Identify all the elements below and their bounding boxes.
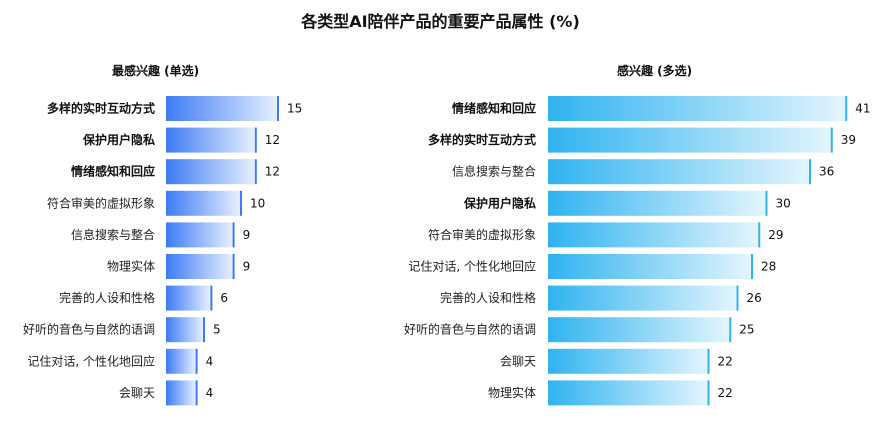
value-label: 25 [739,323,754,337]
value-label: 4 [206,386,214,400]
value-label: 6 [220,291,228,305]
bar-end-marker [210,285,213,311]
bar-end-marker [203,317,205,343]
category-label: 信息搜索与整合 [71,227,155,242]
right-chart: 情绪感知和回应 41 多样的实时互动方式 39 信息搜索与整合 36 保护用户隐私 30 符合审… [404,96,871,406]
bar-end-marker [765,190,768,216]
bar-end-marker [232,254,235,279]
value-label: 5 [213,323,221,337]
bar [548,380,708,406]
page-title: 各类型AI陪伴产品的重要产品属性 (%) [301,12,580,31]
bar-end-marker [254,127,257,153]
category-label: 符合审美的虚拟形象 [428,227,536,242]
value-label: 22 [718,354,733,368]
bar-end-marker [707,380,710,406]
value-label: 22 [718,386,733,400]
value-label: 39 [841,133,856,147]
category-label: 好听的音色与自然的语调 [23,322,155,337]
bar-end-marker [736,285,739,311]
left-chart-title: 最感兴趣 (单选) [112,64,200,78]
value-label: 30 [776,196,791,210]
category-label: 信息搜索与整合 [452,164,536,179]
category-label: 好听的音色与自然的语调 [404,322,536,337]
value-label: 12 [265,165,280,179]
category-label: 完善的人设和性格 [59,290,155,305]
bar [166,254,233,279]
value-label: 41 [855,102,870,116]
value-label: 4 [206,354,214,368]
bar [548,190,766,216]
category-label: 会聊天 [500,354,536,368]
category-label: 会聊天 [119,386,155,400]
bar [166,190,240,216]
bar [166,127,255,153]
bar-end-marker [729,317,732,343]
bar [548,285,737,311]
category-label: 物理实体 [107,259,155,274]
bar [166,285,211,311]
category-label: 情绪感知和回应 [452,101,536,116]
bar [166,159,255,185]
bar-end-marker [254,159,257,185]
bar [548,348,708,374]
bar-end-marker [845,96,848,121]
bar [166,222,233,248]
right-chart-title: 感兴趣 (多选) [617,64,693,78]
bar [548,127,831,153]
bar [548,222,759,248]
category-label: 记住对话, 个性化地回应 [27,353,155,368]
value-label: 9 [243,228,251,242]
category-label: 物理实体 [488,385,536,400]
value-label: 29 [768,228,783,242]
value-label: 10 [250,196,265,210]
bar [166,380,196,406]
bar-end-marker [751,254,753,279]
category-label: 多样的实时互动方式 [47,101,155,116]
bar [548,317,730,343]
bar-end-marker [707,348,710,374]
bar [166,96,277,121]
value-label: 15 [287,102,302,116]
category-label: 符合审美的虚拟形象 [47,195,155,210]
bar [548,254,751,279]
bar [166,317,203,343]
bar-end-marker [195,380,198,406]
bar [548,159,809,185]
value-label: 12 [265,133,280,147]
bar-end-marker [830,127,833,153]
bar-end-marker [240,190,242,216]
value-label: 36 [819,165,834,179]
category-label: 保护用户隐私 [82,132,155,147]
bar-end-marker [809,159,811,185]
bar-end-marker [277,96,279,121]
category-label: 完善的人设和性格 [440,290,536,305]
bar-end-marker [758,222,761,248]
category-label: 记住对话, 个性化地回应 [408,259,536,274]
bar-end-marker [195,348,198,374]
value-label: 26 [747,291,762,305]
category-label: 多样的实时互动方式 [428,132,536,147]
category-label: 情绪感知和回应 [71,164,155,179]
bar [548,96,846,121]
value-label: 28 [761,260,776,274]
bar [166,348,196,374]
category-label: 保护用户隐私 [463,195,536,210]
bar-end-marker [232,222,235,248]
left-chart: 多样的实时互动方式 15 保护用户隐私 12 情绪感知和回应 12 符合审美的虚拟形象 10 信… [23,96,302,406]
value-label: 9 [243,260,251,274]
